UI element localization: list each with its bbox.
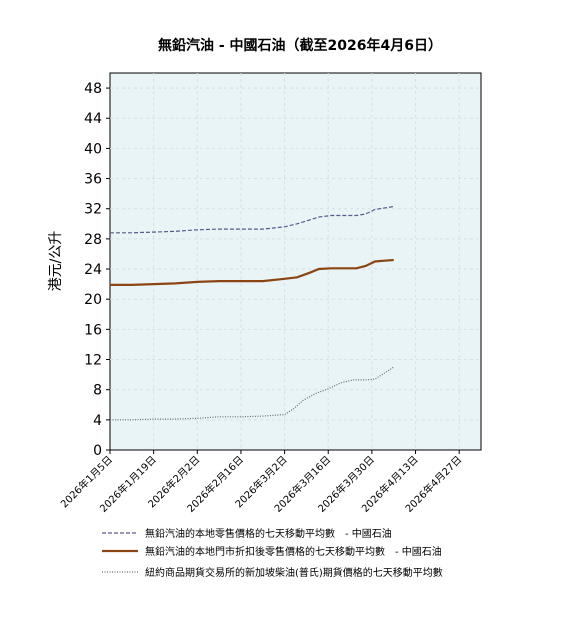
y-tick-label: 48	[84, 81, 102, 97]
chart-title: 無鉛汽油 - 中國石油（截至2026年4月6日）	[158, 37, 442, 54]
y-tick-label: 32	[84, 202, 102, 218]
y-tick-label: 4	[93, 413, 102, 429]
series-line-1	[110, 205, 394, 234]
series-lines	[110, 205, 395, 421]
y-tick-label: 40	[84, 141, 102, 157]
y-axis-label: 港元/公升	[48, 231, 64, 292]
y-tick-label: 24	[84, 262, 102, 278]
y-tick-label: 0	[93, 443, 102, 459]
legend-label-2: 無鉛汽油的本地門市折扣後零售價格的七天移動平均數 - 中國石油	[145, 545, 442, 558]
y-tick-label: 20	[84, 292, 102, 308]
legend-label-1: 無鉛汽油的本地零售價格的七天移動平均數 - 中國石油	[145, 527, 392, 540]
x-axis: 2026年1月5日2026年1月19日2026年2月2日2026年2月16日20…	[58, 450, 464, 515]
legend-label-3: 紐約商品期貨交易所的新加坡柴油(普氏)期貨價格的七天移動平均數	[145, 566, 443, 579]
y-tick-label: 44	[84, 111, 102, 127]
y-tick-label: 36	[84, 172, 102, 188]
series-line-3	[110, 366, 395, 421]
y-tick-label: 16	[84, 322, 102, 338]
y-tick-label: 28	[84, 232, 102, 248]
series-line-2	[110, 258, 394, 286]
y-tick-label: 8	[93, 383, 102, 399]
grid-lines	[110, 73, 481, 450]
y-tick-label: 12	[84, 353, 102, 369]
legend: 無鉛汽油的本地零售價格的七天移動平均數 - 中國石油無鉛汽油的本地門市折扣後零售…	[102, 527, 443, 579]
plot-area	[109, 72, 482, 451]
